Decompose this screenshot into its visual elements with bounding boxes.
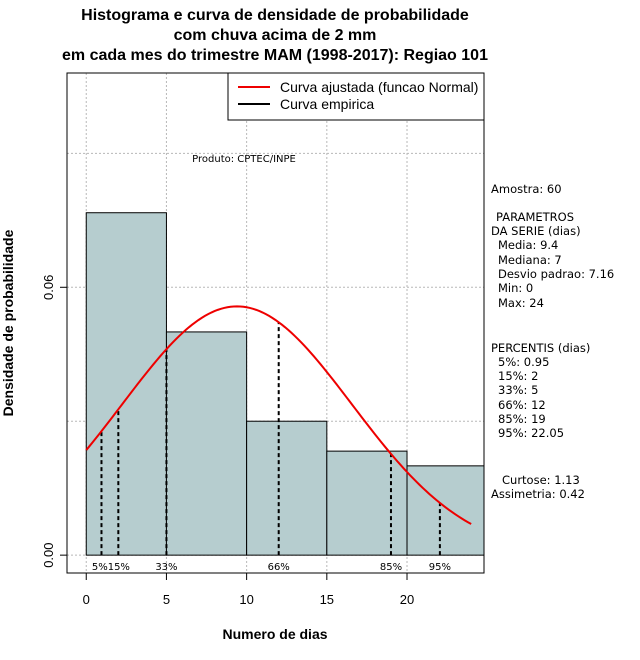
legend: Curva ajustada (funcao Normal) Curva emp… <box>227 72 485 121</box>
stat-p15: 15%: 2 <box>498 369 538 383</box>
product-note: Produto: CPTEC/INPE <box>192 154 296 165</box>
histogram-bars <box>85 212 485 556</box>
y-axis-label: Densidade de probabilidade <box>0 229 16 416</box>
chart-title-line-3: em cada mes do trimestre MAM (1998-2017)… <box>62 47 488 64</box>
histogram-bar-4 <box>326 450 408 556</box>
stat-p33: 33%: 5 <box>498 383 538 397</box>
stat-curtose: Curtose: 1.13 <box>502 473 580 487</box>
x-tick-label-20: 20 <box>400 592 414 607</box>
fitted-normal-curve <box>85 305 472 525</box>
statistics-panel: Amostra: 60 PARAMETROS DA SERIE (dias) M… <box>491 182 614 501</box>
fitted-curve <box>85 305 472 525</box>
chart-title-line-2: com chuva acima de 2 mm <box>174 27 377 44</box>
histogram-bar-1 <box>85 212 167 556</box>
x-axis: 0 5 10 15 20 <box>83 572 414 607</box>
x-axis-label: Numero de dias <box>222 626 327 642</box>
percentile-label-5-15: 5%15% <box>92 562 130 573</box>
stat-p95: 95%: 22.05 <box>498 426 564 440</box>
stat-amostra: Amostra: 60 <box>491 182 562 196</box>
stat-desvio: Desvio padrao: 7.16 <box>498 267 614 281</box>
y-axis: 0.00 0.06 <box>41 275 68 568</box>
histogram-bar-5 <box>406 465 485 556</box>
stat-param-title-1: PARAMETROS <box>496 210 574 224</box>
x-tick-label-10: 10 <box>239 592 253 607</box>
stat-perc-title: PERCENTIS (dias) <box>491 341 590 355</box>
stat-p85: 85%: 19 <box>498 412 546 426</box>
stat-p66: 66%: 12 <box>498 398 546 412</box>
x-tick-label-5: 5 <box>163 592 170 607</box>
percentile-lines: 5%15% 33% 66% 85% 95% <box>92 322 451 573</box>
stat-p5: 5%: 0.95 <box>498 355 549 369</box>
stat-mediana: Mediana: 7 <box>498 253 562 267</box>
percentile-label-4: 66% <box>268 562 290 573</box>
stat-max: Max: 24 <box>498 296 544 310</box>
histogram-bar-2 <box>165 331 248 556</box>
percentile-label-5: 85% <box>380 562 402 573</box>
chart-title-line-1: Histograma e curva de densidade de proba… <box>81 7 469 24</box>
y-tick-label-0: 0.00 <box>41 542 56 567</box>
stat-min: Min: 0 <box>498 281 533 295</box>
stat-param-title-2: DA SERIE (dias) <box>491 224 581 238</box>
stat-assimetria: Assimetria: 0.42 <box>491 487 585 501</box>
legend-box <box>227 72 485 121</box>
x-tick-label-15: 15 <box>320 592 334 607</box>
x-tick-label-0: 0 <box>83 592 90 607</box>
legend-fit-label: Curva ajustada (funcao Normal) <box>280 79 478 95</box>
y-tick-label-1: 0.06 <box>41 275 56 300</box>
percentile-label-6: 95% <box>429 562 451 573</box>
percentile-label-3: 33% <box>155 562 177 573</box>
stat-media: Media: 9.4 <box>498 238 558 252</box>
histogram-bar-3 <box>246 420 328 556</box>
legend-empirical-label: Curva empirica <box>280 96 374 112</box>
